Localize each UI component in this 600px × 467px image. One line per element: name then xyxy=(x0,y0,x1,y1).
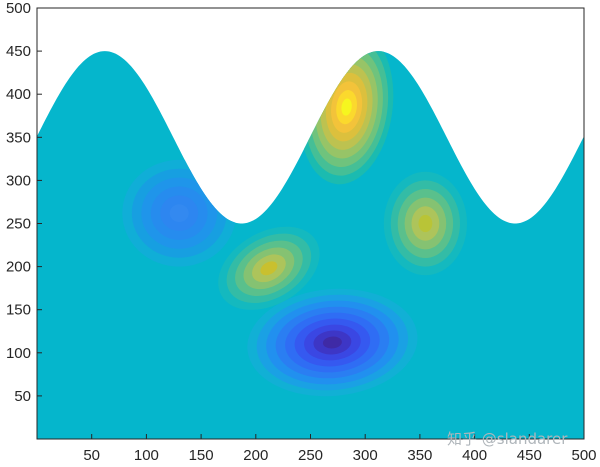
y-tick-label: 250 xyxy=(6,216,31,233)
y-tick-label: 300 xyxy=(6,172,31,189)
y-axis: 50 100 150 200 250 300 350 400 450 500 xyxy=(6,0,42,405)
x-tick-label: 250 xyxy=(298,447,323,464)
filled-contour-region xyxy=(37,51,584,439)
x-tick-label: 350 xyxy=(407,447,432,464)
y-tick-label: 450 xyxy=(6,43,31,60)
x-tick-label: 200 xyxy=(243,447,268,464)
contour-band-high-4-5 xyxy=(418,214,433,233)
y-tick-label: 400 xyxy=(6,86,31,103)
contour-band-high-3-5 xyxy=(260,261,278,276)
x-tick-label: 400 xyxy=(462,447,487,464)
y-tick-label: 500 xyxy=(6,0,31,17)
contour-band-low-0-8 xyxy=(322,336,342,349)
contour-band-low-1-5 xyxy=(169,204,189,223)
watermark: 知乎 @slandarer xyxy=(447,430,568,448)
y-tick-label: 100 xyxy=(6,345,31,362)
x-tick-label: 450 xyxy=(517,447,542,464)
y-tick-label: 50 xyxy=(14,388,31,405)
x-tick-label: 500 xyxy=(571,447,596,464)
x-tick-label: 100 xyxy=(134,447,159,464)
x-tick-label: 300 xyxy=(353,447,378,464)
y-tick-label: 200 xyxy=(6,259,31,276)
y-tick-label: 150 xyxy=(6,302,31,319)
x-tick-label: 50 xyxy=(83,447,100,464)
x-tick-label: 150 xyxy=(189,447,214,464)
contour-band-high-2-8 xyxy=(341,98,352,116)
y-tick-label: 350 xyxy=(6,129,31,146)
x-axis: 50 100 150 200 250 300 350 400 450 500 xyxy=(83,434,597,464)
